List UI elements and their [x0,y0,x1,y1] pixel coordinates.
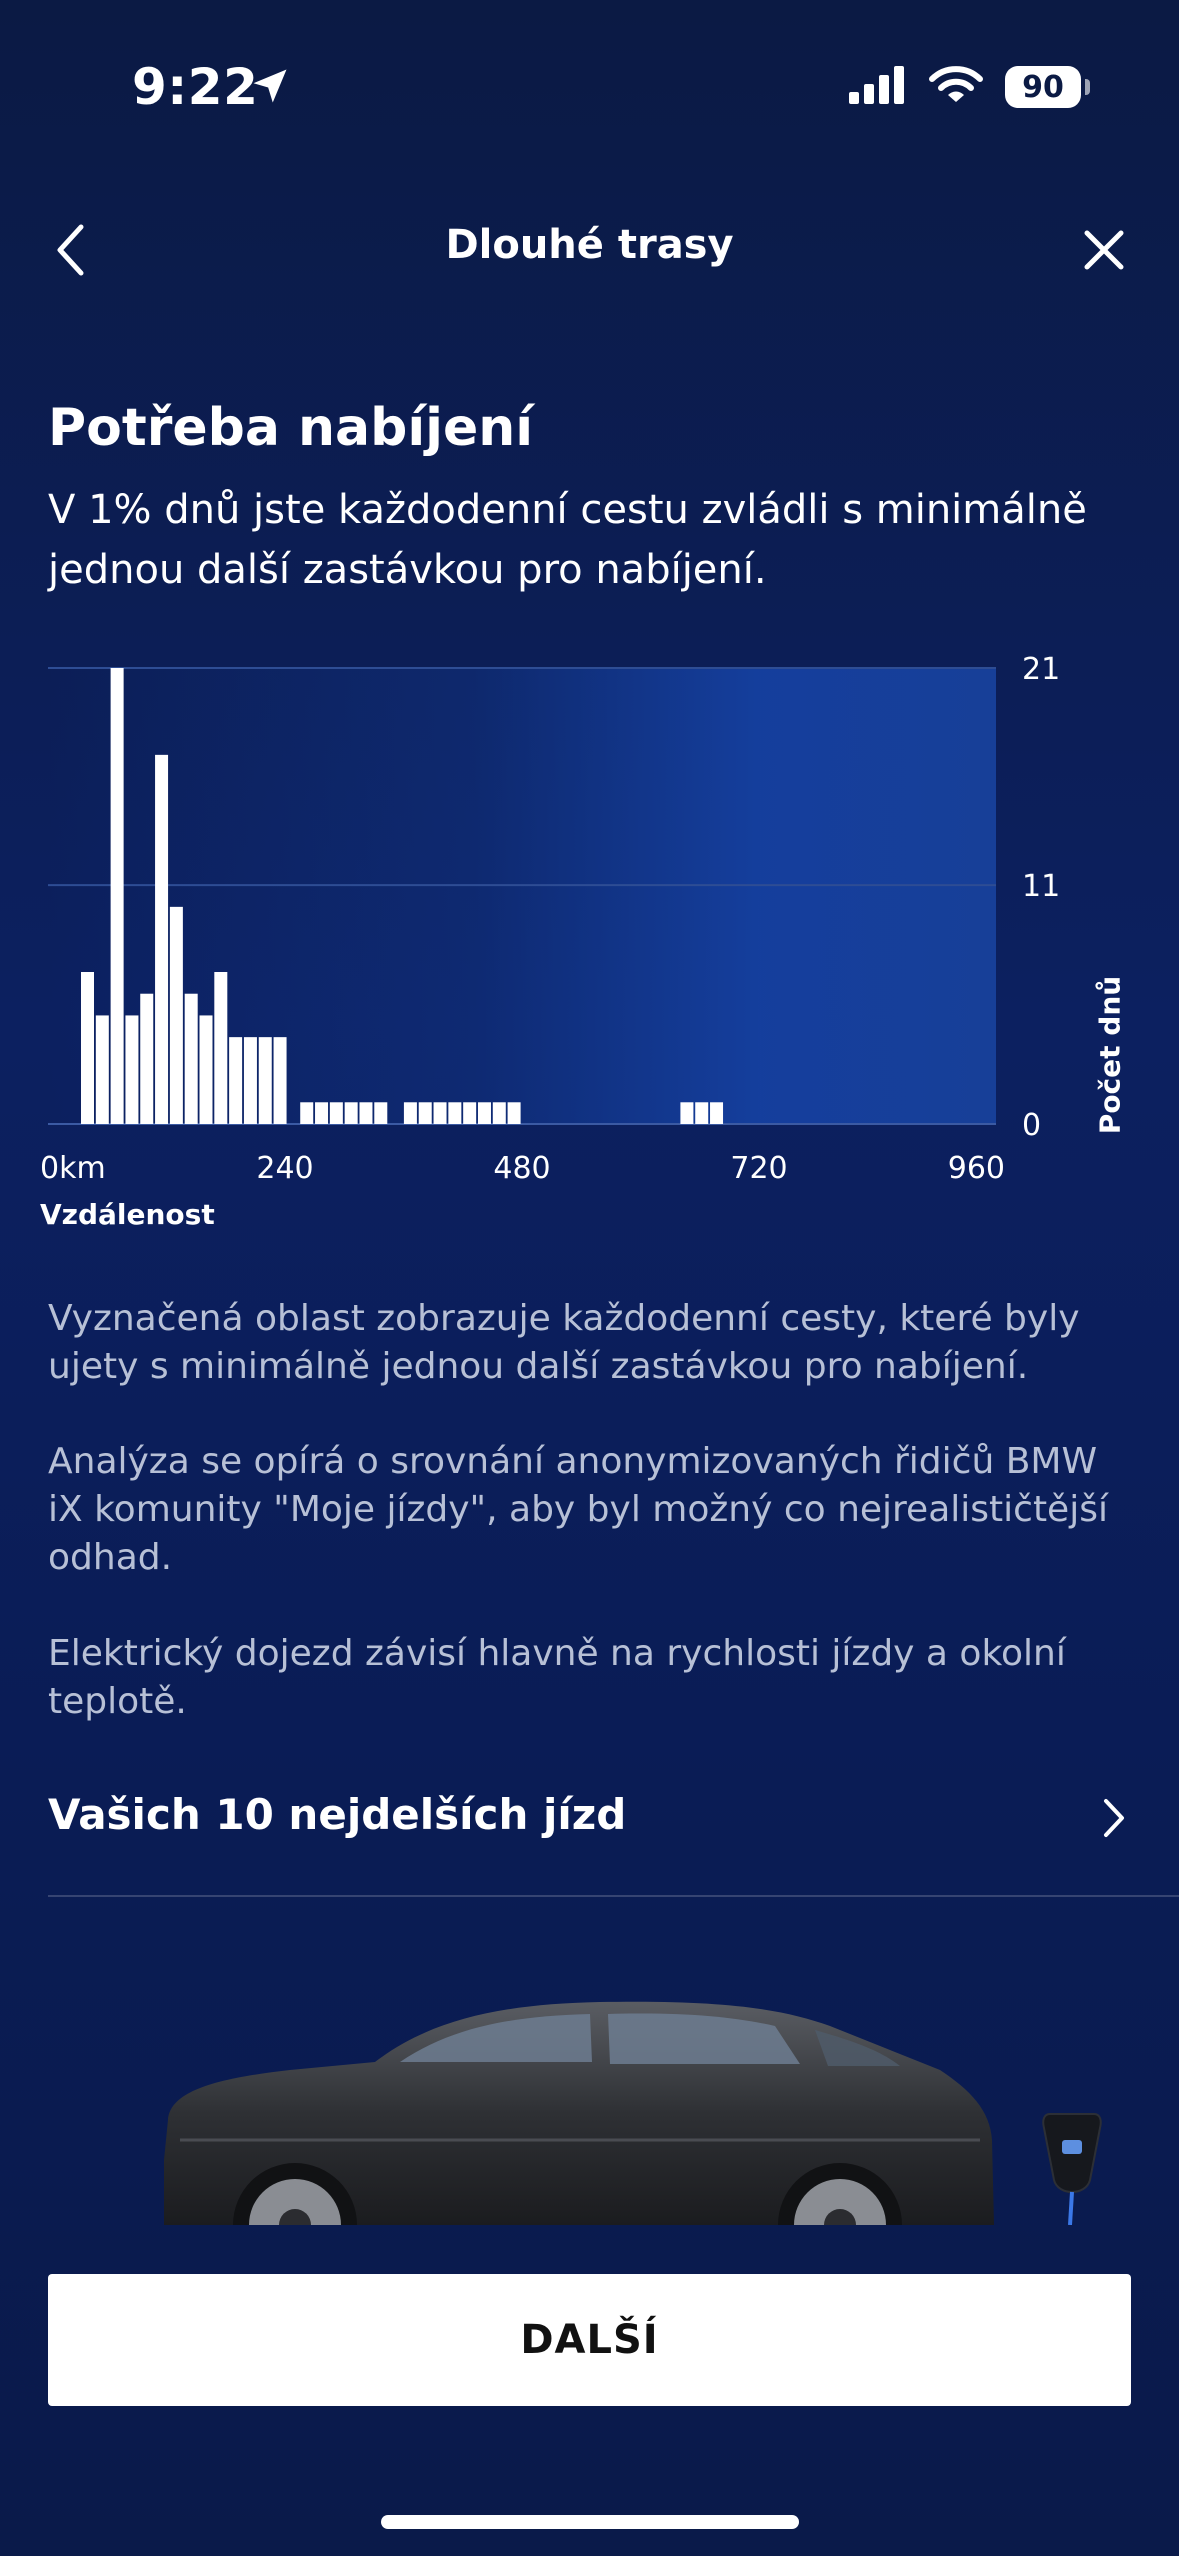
chart-bar [155,754,169,1124]
section-subtitle: V 1% dnů jste každodenní cestu zvládli s… [48,487,1087,593]
chart-bar [492,1102,506,1124]
x-tick-label: 960 [948,1151,1005,1186]
home-indicator[interactable] [381,2515,799,2529]
y-tick-label: 21 [1022,652,1060,687]
distance-histogram-chart: 21 11 0 0km 240 480 720 960 [40,652,1060,1186]
next-button-label: DALŠÍ [520,2317,659,2363]
chevron-right-icon [1094,1788,1134,1848]
chart-bar [199,1015,213,1124]
chart-bar [110,668,124,1124]
chart-bar [329,1102,343,1124]
chart-bar [710,1102,724,1124]
x-tick-label: 720 [730,1151,787,1186]
chart-bar [344,1102,358,1124]
chart-bar [214,972,228,1124]
longest-trips-row[interactable]: Vašich 10 nejdelších jízd [48,1780,1179,1897]
chart-bar [477,1102,491,1124]
location-arrow-icon [248,64,292,108]
x-tick-label: 240 [256,1151,313,1186]
longest-trips-label: Vašich 10 nejdelších jízd [48,1790,627,1839]
battery-icon: 90 [1005,66,1090,108]
battery-level: 90 [1022,69,1064,105]
chart-bar [258,1037,272,1124]
chart-bar [403,1102,417,1124]
chart-bar [507,1102,521,1124]
chart-bar [95,1015,109,1124]
x-axis-label: Vzdálenost [40,1198,215,1231]
close-button[interactable] [1069,215,1139,285]
chart-bar [448,1102,462,1124]
chart-bar [315,1102,329,1124]
chart-bar [300,1102,314,1124]
chart-bar [463,1102,477,1124]
status-time: 9:22 [132,58,259,116]
next-button[interactable]: DALŠÍ [48,2274,1131,2406]
chart-bar [418,1102,432,1124]
chart-bar [184,993,198,1124]
section-heading: Potřeba nabíjení [48,398,534,458]
car-illustration [160,1990,1020,2287]
wifi-icon [929,65,983,109]
info-paragraph-range: Elektrický dojezd závisí hlavně na rychl… [48,1633,1066,1722]
info-paragraph-analysis: Analýza se opírá o srovnání anonymizovan… [48,1441,1108,1578]
chart-bar [81,972,94,1124]
chart-bar [140,993,154,1124]
x-tick-label: 480 [493,1151,550,1186]
chart-bar [695,1102,709,1124]
y-axis-label-wrap: Počet dnů [1090,976,1130,1134]
chart-bar [243,1037,257,1124]
y-axis-label: Počet dnů [1093,975,1127,1135]
info-paragraph-highlight: Vyznačená oblast zobrazuje každodenní ce… [48,1298,1080,1387]
chart-bar [374,1102,388,1124]
chart-bar [229,1037,243,1124]
chart-bar [680,1102,694,1124]
cellular-signal-icon [849,66,907,108]
close-icon [1084,230,1124,270]
y-tick-label: 0 [1022,1108,1041,1143]
x-tick-label: 0km [40,1151,106,1186]
charger-icon [1040,2110,1104,2226]
page-title: Dlouhé trasy [445,222,734,268]
status-icons: 90 [849,62,1090,112]
back-button[interactable] [40,215,100,285]
chevron-left-icon [57,224,84,276]
y-tick-label: 11 [1022,869,1060,904]
chart-bar [125,1015,139,1124]
chart-bar [359,1102,373,1124]
chart-bar [433,1102,447,1124]
chart-bar [169,906,183,1124]
chart-bar [273,1037,287,1124]
